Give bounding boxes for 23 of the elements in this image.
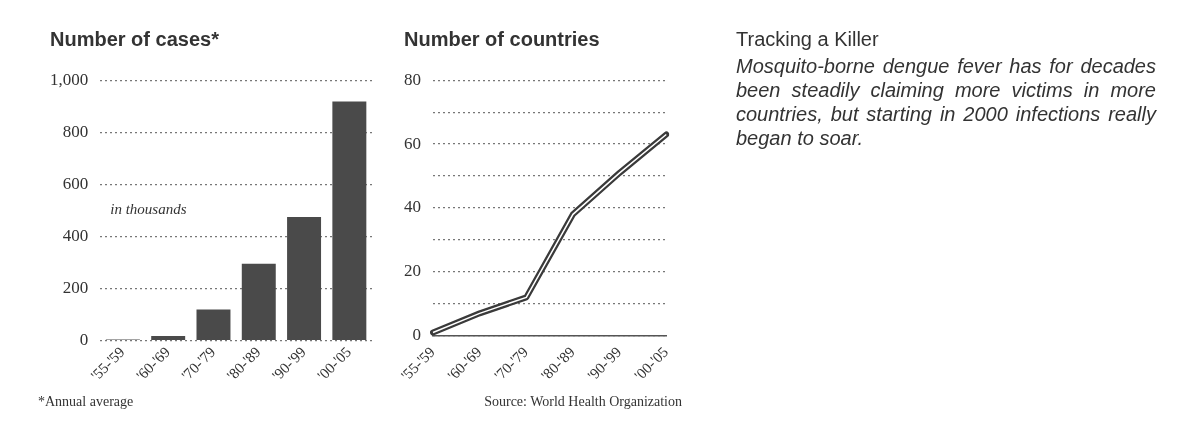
text: Mosquito-borne dengue fever has for decades been steadily claiming more victims in more countries, but starting in 2000 infections really began to soar. bbox=[736, 54, 1156, 150]
y-tick-label: 40 bbox=[404, 197, 421, 217]
y-tick-label: 80 bbox=[404, 69, 421, 89]
text: Tracking a Killer bbox=[736, 28, 880, 52]
y-tick-label: 600 bbox=[62, 173, 89, 193]
bar bbox=[287, 216, 322, 341]
chart-title: Number of cases* bbox=[50, 28, 220, 52]
text: *Annual average bbox=[38, 394, 135, 410]
chart-title: Number of countries bbox=[404, 28, 601, 52]
y-tick-label: 200 bbox=[62, 278, 89, 298]
y-tick-label: 800 bbox=[62, 121, 89, 141]
y-tick-label: 60 bbox=[404, 133, 421, 153]
y-tick-label: 400 bbox=[62, 225, 89, 245]
y-tick-label: 20 bbox=[404, 261, 421, 281]
bar bbox=[241, 263, 276, 341]
bar bbox=[196, 309, 231, 341]
bar bbox=[151, 336, 186, 341]
y-tick-label: 0 bbox=[412, 325, 421, 345]
bar bbox=[332, 101, 367, 341]
y-tick-label: 0 bbox=[79, 330, 89, 350]
source-note: Source: World Health Organization bbox=[483, 394, 682, 410]
y-tick-label: 1,000 bbox=[50, 69, 89, 89]
annotation: in thousands bbox=[110, 201, 187, 218]
